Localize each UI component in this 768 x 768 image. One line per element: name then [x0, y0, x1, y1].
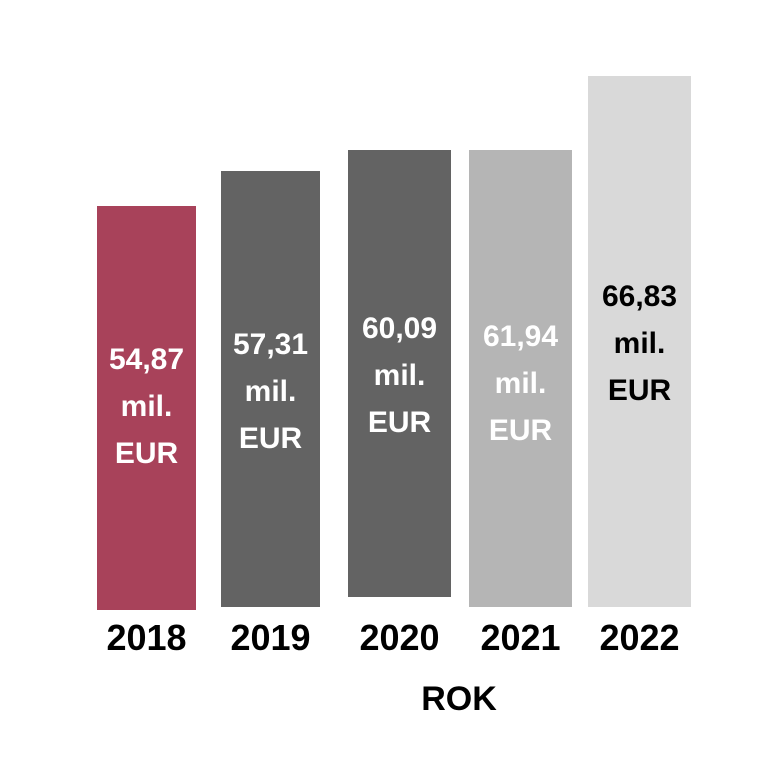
value-label-line: 66,83 [602, 280, 677, 313]
value-label-line: EUR [368, 406, 432, 439]
value-label-line: mil. [614, 327, 666, 360]
x-tick-2018: 2018 [106, 617, 186, 658]
value-label-2021: 61,94 mil. EUR [483, 320, 558, 447]
value-label-line: mil. [245, 375, 297, 408]
value-label-line: mil. [374, 359, 426, 392]
value-label-line: 61,94 [483, 320, 558, 353]
value-label-line: EUR [489, 414, 553, 447]
value-label-line: EUR [239, 422, 303, 455]
bar-2021 [469, 150, 572, 607]
value-label-line: mil. [495, 367, 547, 400]
x-axis-title: ROK [421, 680, 497, 718]
value-label-2020: 60,09 mil. EUR [362, 312, 437, 439]
bar-2018 [97, 206, 196, 610]
bars-group [97, 76, 691, 610]
value-label-line: 57,31 [233, 328, 308, 361]
value-label-2022: 66,83 mil. EUR [602, 280, 677, 407]
x-tick-2019: 2019 [230, 617, 310, 658]
x-tick-labels-group: 2018 2019 2020 2021 2022 [106, 617, 679, 658]
value-label-line: 60,09 [362, 312, 437, 345]
value-label-line: mil. [121, 390, 173, 423]
bar-2019 [221, 171, 320, 607]
bar-2022 [588, 76, 691, 607]
value-label-line: 54,87 [109, 343, 184, 376]
bar-2020 [348, 150, 451, 597]
value-label-2019: 57,31 mil. EUR [233, 328, 308, 455]
x-tick-2020: 2020 [359, 617, 439, 658]
value-label-2018: 54,87 mil. EUR [109, 343, 184, 470]
x-tick-2022: 2022 [599, 617, 679, 658]
value-label-line: EUR [608, 374, 672, 407]
x-tick-2021: 2021 [480, 617, 560, 658]
value-label-line: EUR [115, 437, 179, 470]
